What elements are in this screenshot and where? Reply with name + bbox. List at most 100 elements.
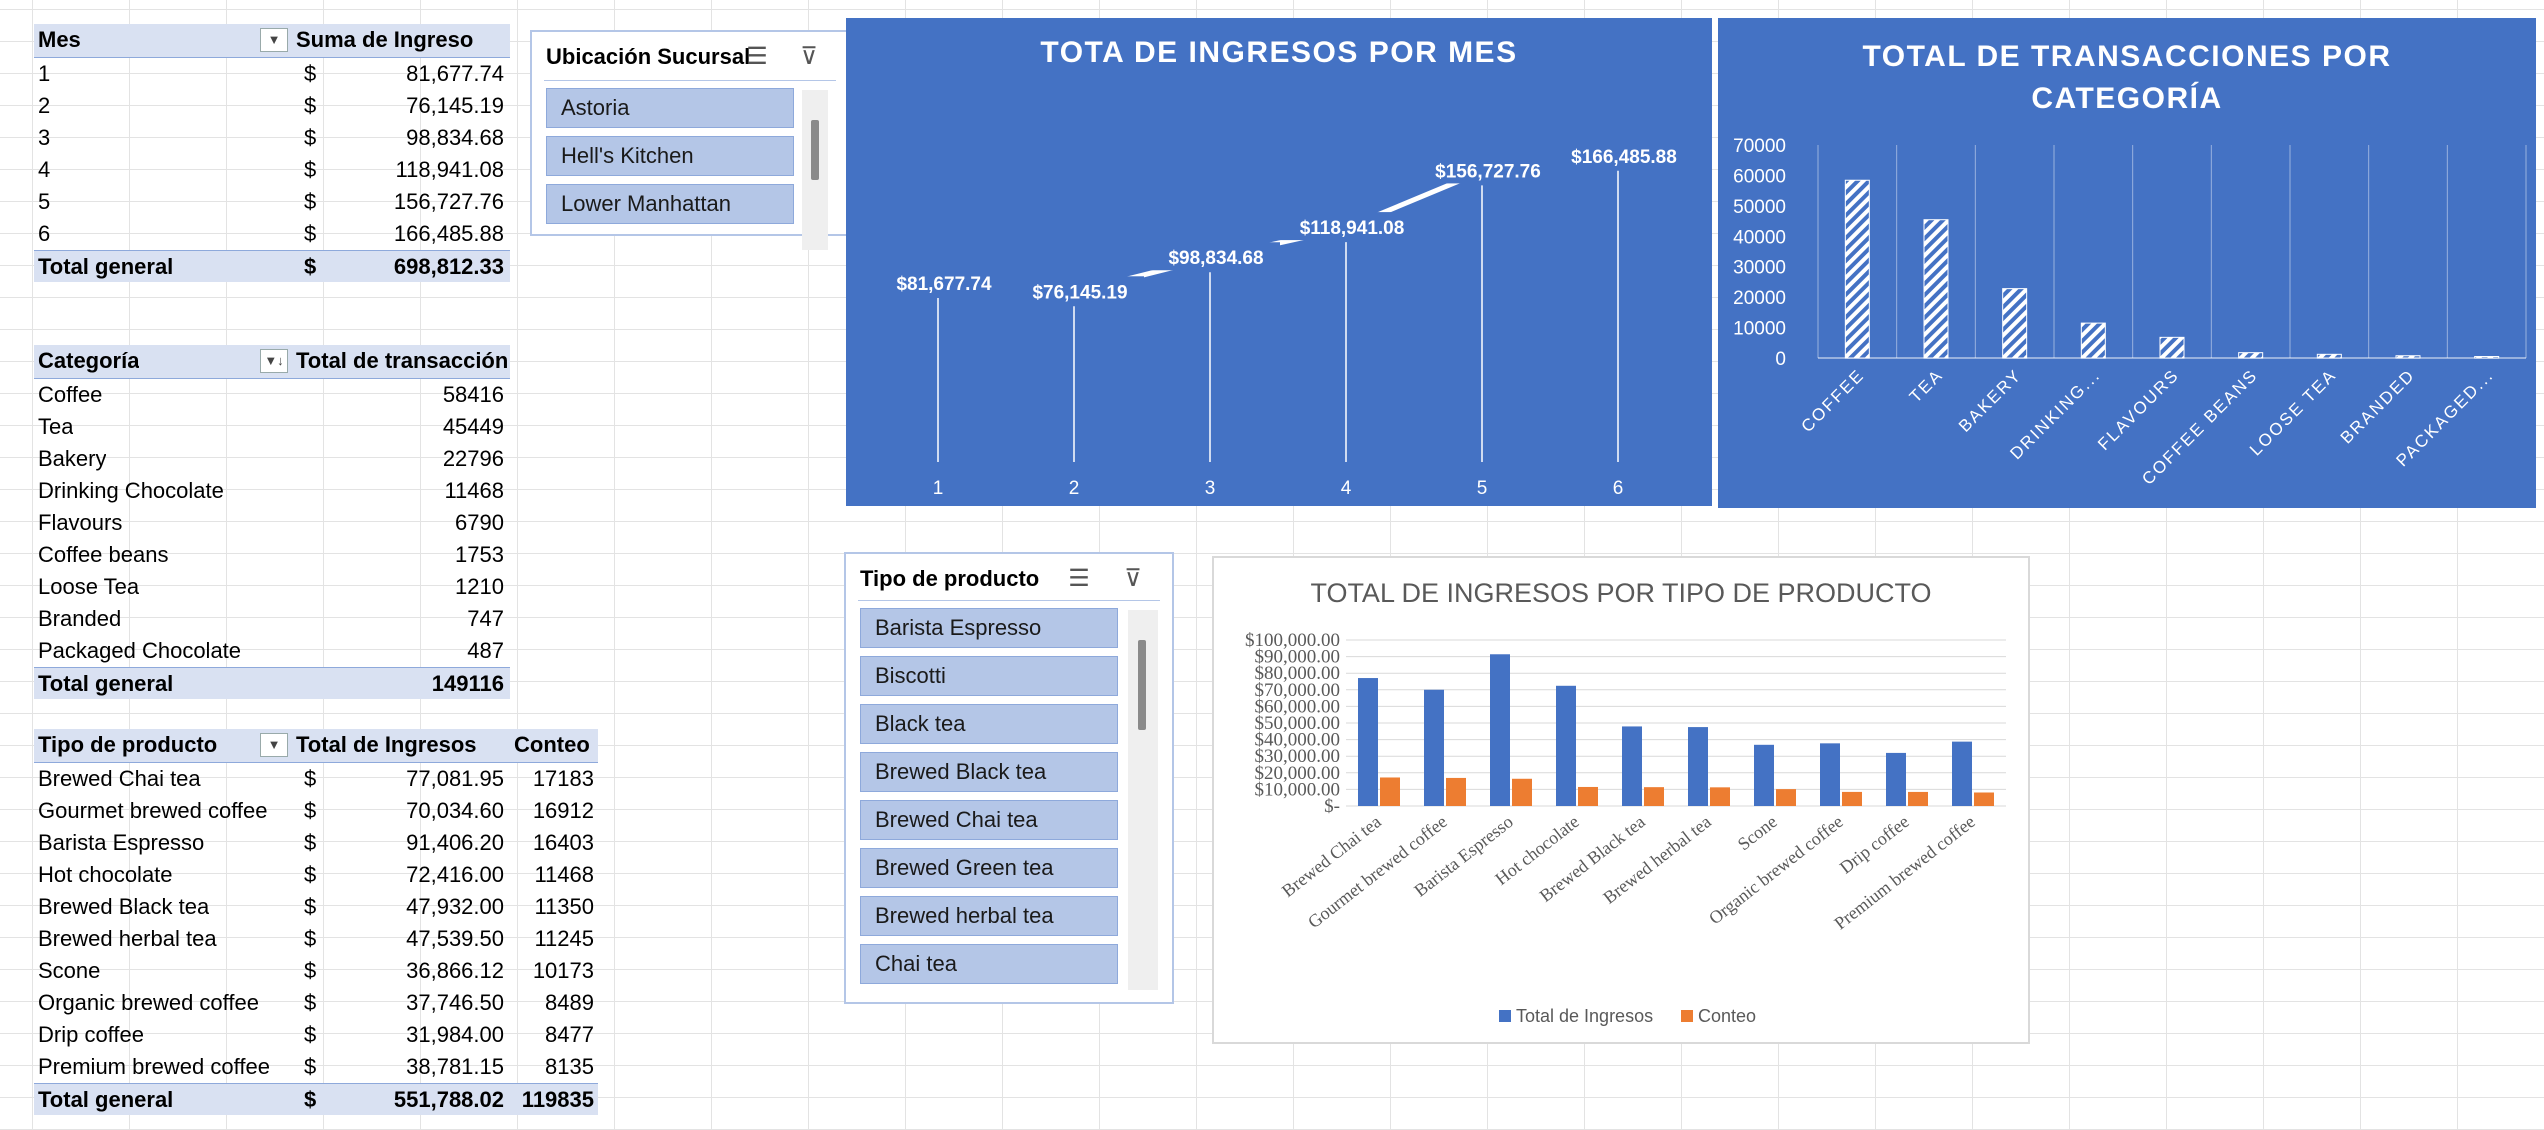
table-row[interactable]: Brewed herbal tea $47,539.50 11245 [34,923,598,955]
revenue-cell: 91,406.20 [406,830,504,855]
product-type-cell: Scone [38,958,101,983]
product-type-cell: Brewed herbal tea [38,926,217,951]
x-tick-label: 1 [933,478,944,499]
bar-conteo [1380,777,1400,806]
clear-filter-icon[interactable]: ⊽ [1124,565,1142,592]
slicer-branch-location[interactable]: Ubicación Sucursal ☰ ⊽ Astoria Hell's Kit… [530,30,848,250]
bar-conteo [1842,791,1862,806]
table-row[interactable]: Tea 45449 [34,411,510,443]
revenue-cell: 81,677.74 [406,61,504,86]
slicer-item[interactable]: Hell's Kitchen [546,136,794,176]
chart-transactions-by-category[interactable]: TOTAL DE TRANSACCIONES POR CATEGORÍA 0 10… [1718,18,2536,508]
table-row[interactable]: Gourmet brewed coffee $70,034.60 16912 [34,795,598,827]
bar-conteo [1644,787,1664,806]
table-row[interactable]: Organic brewed coffee $37,746.50 8489 [34,987,598,1019]
bar-total-ingresos [1820,743,1840,806]
multi-select-icon[interactable]: ☰ [1068,565,1090,592]
product-type-cell: Brewed Chai tea [38,766,201,791]
col-header-revenue: Suma de Ingreso [296,27,474,52]
bar-total-ingresos [1688,727,1708,806]
slicer-item[interactable]: Brewed Green tea [860,848,1118,888]
pivot-table-product[interactable]: Tipo de producto ▼ Total de Ingresos Con… [34,729,598,1115]
sort-dropdown-icon[interactable]: ▼↓ [260,349,288,373]
slicer-product-type[interactable]: Tipo de producto ☰ ⊽ Barista Espresso Bis… [844,552,1174,1004]
table-row[interactable]: Brewed Black tea $47,932.00 11350 [34,891,598,923]
currency-symbol: $ [304,93,317,118]
clear-filter-icon[interactable]: ⊽ [800,43,818,70]
table-row[interactable]: Premium brewed coffee $38,781.15 8135 [34,1051,598,1083]
revenue-cell: 37,746.50 [406,990,504,1015]
pivot-total-row: Total general 149116 [34,667,510,699]
pivot-table-month[interactable]: Mes ▼ Suma de Ingreso 1 $81,677.74 2 $76,14… [34,24,510,282]
table-row[interactable]: Scone $36,866.12 10173 [34,955,598,987]
slicer-item[interactable]: Brewed herbal tea [860,896,1118,936]
slicer-divider [544,80,836,81]
pivot-header: Mes ▼ Suma de Ingreso [34,24,510,58]
x-tick-label: 3 [1205,478,1216,499]
pivot-header: Categoría ▼↓ Total de transacción [34,345,510,379]
category-bar [2238,352,2264,359]
table-row[interactable]: Bakery 22796 [34,443,510,475]
count-cell: 10173 [532,958,594,983]
table-row[interactable]: 3 $98,834.68 [34,122,510,154]
bar-conteo [1974,792,1994,806]
table-row[interactable]: Hot chocolate $72,416.00 11468 [34,859,598,891]
table-row[interactable]: 6 $166,485.88 [34,218,510,250]
table-row[interactable]: 2 $76,145.19 [34,90,510,122]
month-cell: 3 [38,125,51,150]
data-label: $81,677.74 [896,274,992,295]
slicer-item[interactable]: Barista Espresso [860,608,1118,648]
table-row[interactable]: Barista Espresso $91,406.20 16403 [34,827,598,859]
data-label: $76,145.19 [1032,282,1127,303]
filter-sort-dropdown-icon[interactable]: ▼ [260,733,288,757]
y-tick-label: 60000 [1733,166,1786,187]
total-count: 119835 [521,1087,594,1112]
currency-symbol: $ [304,61,317,86]
table-row[interactable]: Coffee beans 1753 [34,539,510,571]
table-row[interactable]: Brewed Chai tea $77,081.95 17183 [34,763,598,795]
pivot-total-row: Total general $ 551,788.02 119835 [34,1083,598,1115]
slicer-item[interactable]: Lower Manhattan [546,184,794,224]
chart-revenue-by-product-type[interactable]: TOTAL DE INGRESOS POR TIPO DE PRODUCTO $… [1212,556,2030,1044]
y-tick-label: 50000 [1733,197,1786,218]
slicer-item[interactable]: Brewed Chai tea [860,800,1118,840]
slicer-item[interactable]: Black tea [860,704,1118,744]
transactions-cell: 1210 [455,574,504,599]
x-tick-label: 5 [1477,478,1488,499]
table-row[interactable]: Branded 747 [34,603,510,635]
chart-title: TOTA DE INGRESOS POR MES [1040,36,1518,69]
revenue-cell: 36,866.12 [406,958,504,983]
table-row[interactable]: Loose Tea 1210 [34,571,510,603]
table-row[interactable]: 5 $156,727.76 [34,186,510,218]
table-row[interactable]: Drip coffee $31,984.00 8477 [34,1019,598,1051]
x-tick-label: COFFEE [1797,365,1868,436]
category-cell: Packaged Chocolate [38,638,242,663]
table-row[interactable]: 4 $118,941.08 [34,154,510,186]
table-row[interactable]: Flavours 6790 [34,507,510,539]
chart-revenue-by-month[interactable]: TOTA DE INGRESOS POR MES $81,677.74 1 $76,… [846,18,1712,506]
y-tick-label: 0 [1775,349,1786,370]
total-label: Total general [38,254,174,279]
scrollbar-thumb[interactable] [1138,640,1146,730]
count-cell: 16912 [532,798,594,823]
slicer-scrollbar[interactable] [1128,610,1158,990]
currency-symbol: $ [304,1022,317,1047]
multi-select-icon[interactable]: ☰ [746,43,768,70]
filter-dropdown-icon[interactable]: ▼ [260,28,288,52]
table-row[interactable]: Drinking Chocolate 11468 [34,475,510,507]
slicer-item[interactable]: Chai tea [860,944,1118,984]
product-type-cell: Organic brewed coffee [38,990,259,1015]
pivot-table-category[interactable]: Categoría ▼↓ Total de transacción Coffee… [34,345,510,699]
slicer-scrollbar[interactable] [802,90,828,250]
table-row[interactable]: 1 $81,677.74 [34,58,510,90]
table-row[interactable]: Coffee 58416 [34,379,510,411]
slicer-item[interactable]: Biscotti [860,656,1118,696]
slicer-item[interactable]: Astoria [546,88,794,128]
line-plot-area: $81,677.74 1 $76,145.19 2 $98,834.68 3 $118,94… [868,140,1688,499]
clustered-bar-plot-area: $-$10,000.00$20,000.00$30,000.00$40,000.… [1245,630,2006,1026]
scrollbar-thumb[interactable] [811,120,819,180]
slicer-item[interactable]: Brewed Black tea [860,752,1118,792]
table-row[interactable]: Packaged Chocolate 487 [34,635,510,667]
bar-conteo [1512,778,1532,806]
y-tick-label: $70,000.00 [1255,680,1341,701]
